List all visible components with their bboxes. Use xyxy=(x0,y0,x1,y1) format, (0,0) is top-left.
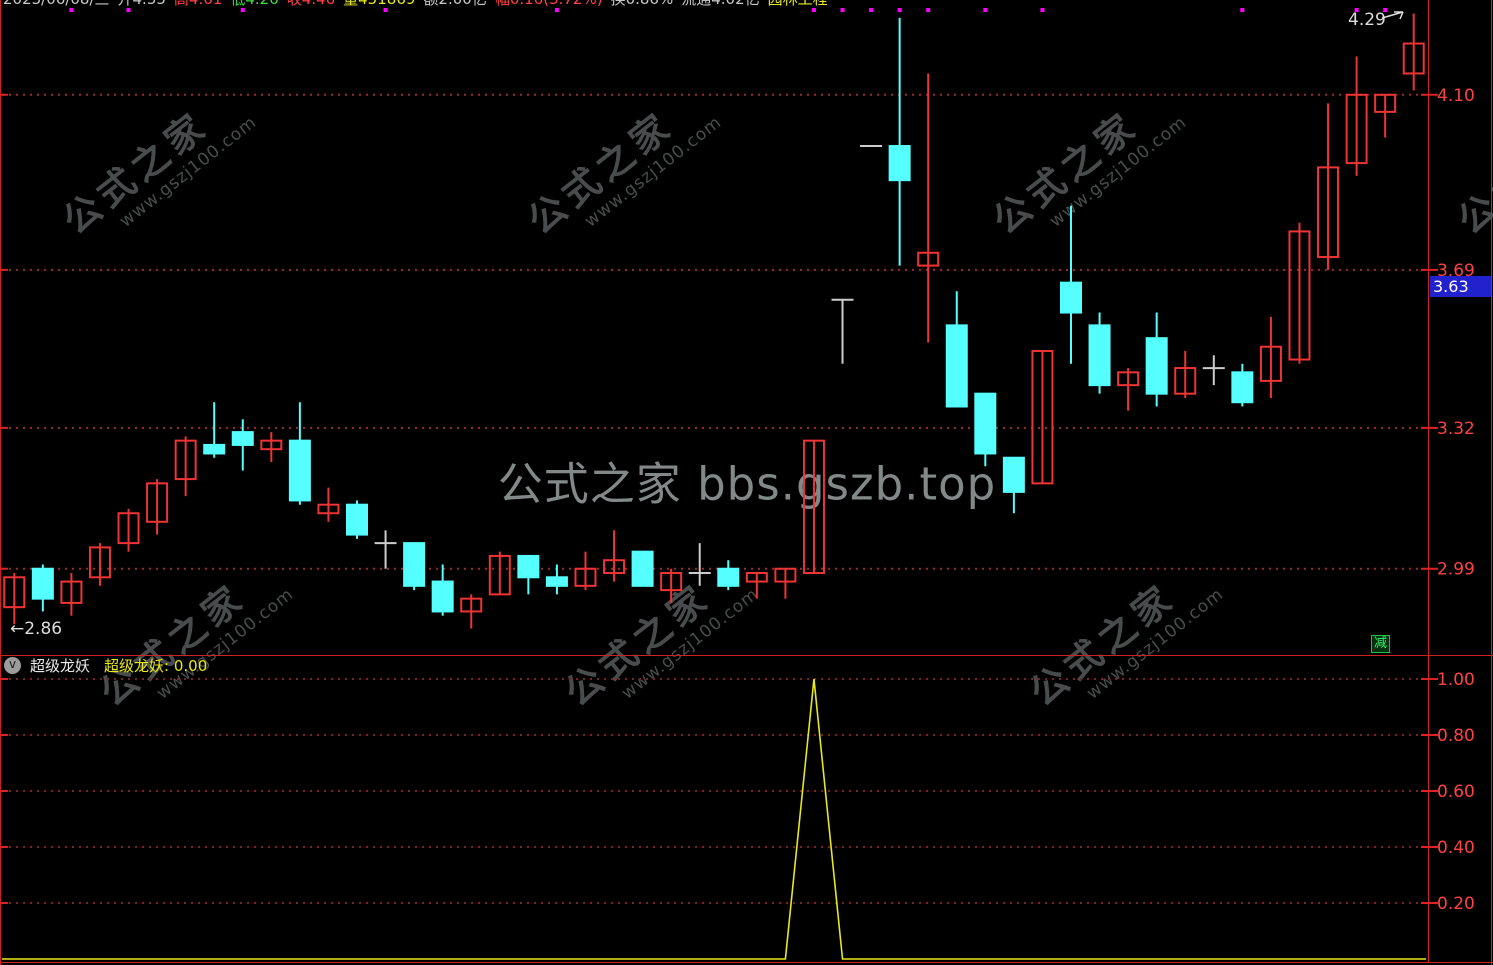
reduction-badge[interactable]: 减 xyxy=(1371,635,1390,653)
candle xyxy=(688,543,711,586)
candle xyxy=(31,564,54,612)
candle xyxy=(374,530,397,569)
candle xyxy=(660,568,683,603)
current-price-tag: 3.63 xyxy=(1430,276,1491,297)
indicator-title: 超级龙妖 xyxy=(30,656,91,675)
svg-text:3.69: 3.69 xyxy=(1437,261,1475,281)
candle xyxy=(1402,13,1425,91)
info-segment: 量451869 xyxy=(343,0,415,8)
candle xyxy=(1259,316,1282,398)
candle xyxy=(3,573,26,625)
info-segment: 换0.86% xyxy=(611,0,674,8)
svg-text:2.99: 2.99 xyxy=(1437,560,1475,580)
y-axis-labels: 4.10 3.69 3.32 2.99 1.00 0.80 0.60 0.40 0.20 xyxy=(0,86,1475,914)
signal-dots xyxy=(69,8,1388,12)
candle xyxy=(88,543,111,586)
candle xyxy=(517,554,540,595)
svg-text:0.60: 0.60 xyxy=(1437,782,1475,802)
candle xyxy=(745,572,768,599)
candle xyxy=(774,567,797,599)
candle xyxy=(288,402,311,505)
info-segment: 高4.61 xyxy=(174,0,222,8)
candle xyxy=(117,508,140,552)
candle xyxy=(802,439,825,575)
candle xyxy=(1345,56,1368,176)
info-segment: 园林工程 xyxy=(768,0,828,8)
candle xyxy=(1088,312,1111,394)
candle xyxy=(945,291,968,408)
info-segment: 流通4.02亿 xyxy=(681,0,759,8)
candle xyxy=(346,500,368,539)
info-segment: 收4.46 xyxy=(287,0,335,8)
candle xyxy=(603,530,626,582)
candle xyxy=(231,419,254,471)
candlestick-series xyxy=(3,13,1425,629)
candle xyxy=(545,564,568,595)
candle xyxy=(717,560,740,591)
candle xyxy=(1002,456,1025,514)
candle xyxy=(203,402,226,458)
candle xyxy=(146,479,169,535)
candle xyxy=(974,392,997,467)
candle xyxy=(1145,312,1168,407)
svg-text:4.29: 4.29 xyxy=(1348,10,1386,30)
candle xyxy=(1117,368,1140,411)
svg-text:3.32: 3.32 xyxy=(1437,419,1475,439)
info-segment: 额2.00亿 xyxy=(423,0,486,8)
candle xyxy=(1374,93,1397,138)
svg-text:1.00: 1.00 xyxy=(1437,670,1475,690)
indicator-panel-header: v 超级龙妖 超级龙妖: 0.00 xyxy=(4,656,208,675)
candle xyxy=(1231,363,1254,407)
indicator-value-label: 超级龙妖: 0.00 xyxy=(104,656,208,675)
svg-text:0.20: 0.20 xyxy=(1437,894,1475,914)
candle xyxy=(1031,349,1054,485)
svg-text:0.40: 0.40 xyxy=(1437,838,1475,858)
info-segment: 2023/06/08/三 xyxy=(3,0,110,8)
svg-text:0.80: 0.80 xyxy=(1437,726,1475,746)
annotations: 4.29 ←2.86 xyxy=(10,10,1404,639)
grid-lines xyxy=(2,93,1426,904)
info-segment: 幅0.16(3.72%) xyxy=(495,0,603,8)
candle xyxy=(1202,355,1225,386)
info-segment: 开4.55 xyxy=(118,0,166,8)
svg-text:←2.86: ←2.86 xyxy=(10,619,62,639)
candle xyxy=(831,298,854,364)
candle xyxy=(174,436,197,497)
candle xyxy=(917,73,940,343)
candle xyxy=(1317,103,1340,270)
candle xyxy=(1060,205,1082,364)
candle xyxy=(317,487,340,522)
candle xyxy=(1288,222,1311,364)
candle xyxy=(574,551,597,591)
candle xyxy=(631,550,654,587)
candle xyxy=(460,594,483,629)
candle xyxy=(403,542,426,591)
top-info-bar: 2023/06/08/三开4.55 高4.61 低4.26 收4.46 量451869 额… xyxy=(3,0,836,7)
candle xyxy=(1174,350,1197,398)
collapse-chevron-icon[interactable]: v xyxy=(4,656,21,674)
candle xyxy=(431,564,454,616)
info-segment: 低4.26 xyxy=(230,0,278,8)
candle xyxy=(260,432,283,463)
candle xyxy=(488,551,511,596)
candle xyxy=(60,573,83,616)
svg-text:4.10: 4.10 xyxy=(1437,86,1475,106)
center-watermark: 公式之家 bbs.gszb.top xyxy=(497,457,997,511)
indicator-line xyxy=(2,678,1426,960)
candle xyxy=(888,17,911,266)
